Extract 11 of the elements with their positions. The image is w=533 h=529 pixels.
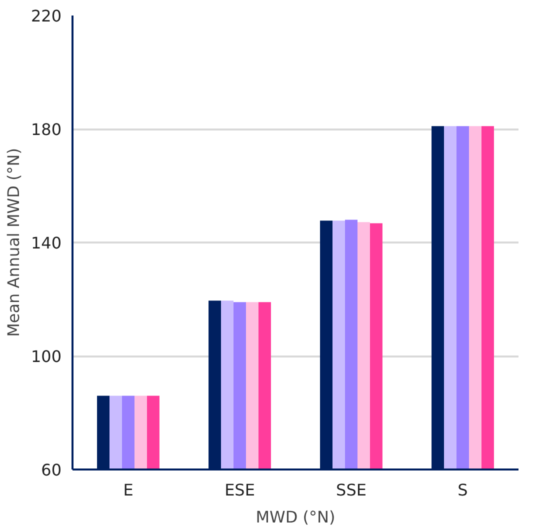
y-tick-label: 180 xyxy=(30,120,62,139)
y-tick-label: 140 xyxy=(30,234,62,252)
y-tick-label: 60 xyxy=(41,460,62,480)
y-tick-label: 100 xyxy=(30,347,62,366)
x-tick-label: SSE xyxy=(336,480,366,500)
x-tick-label: S xyxy=(458,480,468,500)
x-tick-label: ESE xyxy=(224,480,255,500)
y-tick-label: 220 xyxy=(30,6,62,26)
y-axis-title: Mean Annual MWD (°N) xyxy=(4,148,23,337)
x-axis-title: MWD (°N) xyxy=(256,508,336,526)
x-tick-label: E xyxy=(123,480,134,500)
